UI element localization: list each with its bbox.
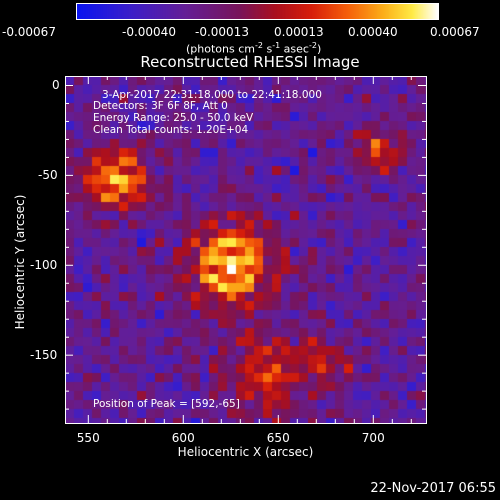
y-tick-label: -100 xyxy=(30,257,58,272)
y-tick-label: -50 xyxy=(38,167,58,182)
colorbar-tick-label: 0.00013 xyxy=(274,25,324,39)
colorbar xyxy=(76,3,439,20)
colorbar-tick-label: -0.00013 xyxy=(195,25,249,39)
clean-counts-text: Clean Total counts: 1.20E+04 xyxy=(93,124,249,136)
peak-position-text: Position of Peak = [592,-65] xyxy=(93,398,240,410)
x-axis-label: Heliocentric X (arcsec) xyxy=(177,445,314,459)
plot-frame xyxy=(65,76,427,424)
y-axis-label: Heliocentric Y (arcsec) xyxy=(13,194,27,330)
y-tick-label: -150 xyxy=(30,347,58,362)
plot-title: Reconstructed RHESSI Image xyxy=(140,53,360,71)
x-tick-label: 600 xyxy=(171,431,195,445)
detectors-text: Detectors: 3F 6F 8F, Att 0 xyxy=(93,100,228,112)
colorbar-tick-label: 0.00040 xyxy=(348,25,398,39)
time-range-text: 3-Apr-2017 22:31:18.000 to 22:41:18.000 xyxy=(102,89,322,101)
colorbar-ticks: -0.00067 -0.00040 -0.00013 0.00013 0.000… xyxy=(0,26,500,40)
x-tick-label: 550 xyxy=(76,431,100,445)
colorbar-tick-label: -0.00067 xyxy=(2,25,56,39)
energy-range-text: Energy Range: 25.0 - 50.0 keV xyxy=(93,112,254,124)
colorbar-tick-label: -0.00040 xyxy=(122,25,176,39)
rhessi-image xyxy=(65,76,426,423)
x-tick-label: 650 xyxy=(266,431,290,445)
y-tick-label: 0 xyxy=(52,77,60,92)
x-tick-label: 700 xyxy=(361,431,385,445)
colorbar-tick-label: 0.00067 xyxy=(430,25,480,39)
colorbar-units: (photons cm-2 s-1 asec-2) xyxy=(186,41,322,56)
footer-timestamp: 22-Nov-2017 06:55 xyxy=(370,481,496,496)
